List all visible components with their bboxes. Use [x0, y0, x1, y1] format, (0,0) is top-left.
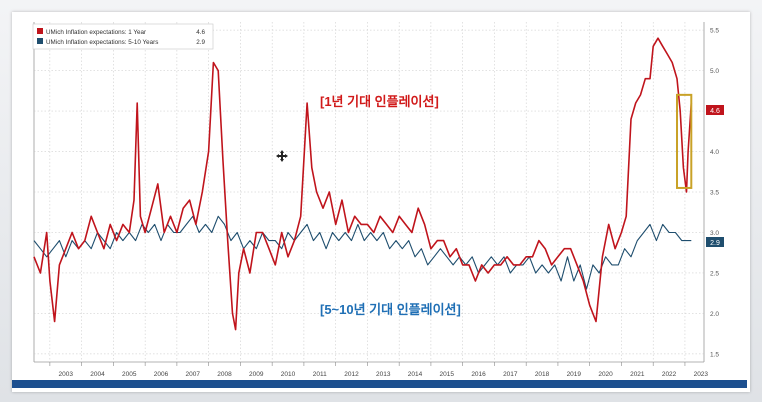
x-tick-label: 2013	[376, 371, 391, 378]
annotation-5y: [5~10년 기대 인플레이션]	[320, 302, 461, 317]
line-series-5y	[33, 215, 692, 290]
y-tick-label: 5.5	[710, 28, 719, 35]
y-axis: 5.55.04.54.03.53.02.52.01.5	[710, 28, 719, 359]
grid-lines	[33, 22, 705, 363]
x-tick-label: 2020	[598, 371, 613, 378]
line-series-1y	[33, 37, 693, 331]
x-tick-label: 2004	[90, 371, 105, 378]
legend-swatch-5y	[37, 38, 43, 44]
x-tick-label: 2016	[471, 371, 486, 378]
y-tick-label: 3.5	[710, 190, 719, 197]
x-tick-label: 2017	[503, 371, 518, 378]
x-tick-label: 2012	[344, 371, 359, 378]
x-tick-label: 2006	[154, 371, 169, 378]
x-tick-label: 2005	[122, 371, 137, 378]
legend-label-1y: UMich Inflation expectations: 1 Year	[46, 29, 146, 36]
x-tick-label: 2021	[630, 371, 645, 378]
x-tick-label: 2019	[567, 371, 582, 378]
x-tick-label: 2003	[59, 371, 74, 378]
last-label-5y: 2.9	[710, 240, 720, 247]
x-tick-label: 2007	[186, 371, 201, 378]
last-label-5y-bg	[706, 237, 724, 247]
last-label-1y-bg	[706, 105, 724, 115]
legend-background	[32, 23, 214, 50]
x-tick-label: 2015	[440, 371, 455, 378]
x-tick-label: 2018	[535, 371, 550, 378]
last-label-1y: 4.6	[710, 108, 720, 115]
series-lines	[33, 37, 693, 331]
last-value-labels: 4.6 2.9	[706, 105, 724, 247]
legend-label-5y: UMich Inflation expectations: 5-10 Years	[46, 39, 158, 46]
legend-value-5y: 2.9	[196, 39, 205, 46]
legend-swatch-1y	[37, 28, 43, 34]
y-tick-label: 4.0	[710, 149, 719, 156]
x-tick-label: 2022	[662, 371, 677, 378]
highlight-rect	[676, 93, 693, 189]
x-tick-label: 2009	[249, 371, 264, 378]
y-tick-label: 5.0	[710, 68, 719, 75]
legend: UMich Inflation expectations: 1 Year 4.6…	[32, 23, 214, 50]
x-tick-label: 2014	[408, 371, 423, 378]
bottom-accent-bar	[12, 380, 747, 388]
x-tick-label: 2011	[313, 371, 327, 378]
y-tick-label: 3.0	[710, 230, 719, 237]
y-tick-label: 2.5	[710, 270, 719, 277]
y-tick-label: 1.5	[710, 351, 719, 358]
x-tick-label: 2023	[694, 371, 709, 378]
x-axis: 2003 2004 2005 2006 2007 2008 2009 2010 2011 2012…	[49, 362, 709, 378]
y-tick-label: 2.0	[710, 311, 719, 318]
recent-highlight-box	[676, 93, 693, 189]
x-tick-label: 2010	[281, 371, 296, 378]
cursor-move-icon	[276, 150, 288, 162]
x-tick-label: 2008	[217, 371, 232, 378]
annotation-1y: [1년 기대 인플레이션]	[320, 94, 439, 109]
legend-value-1y: 4.6	[196, 29, 205, 36]
